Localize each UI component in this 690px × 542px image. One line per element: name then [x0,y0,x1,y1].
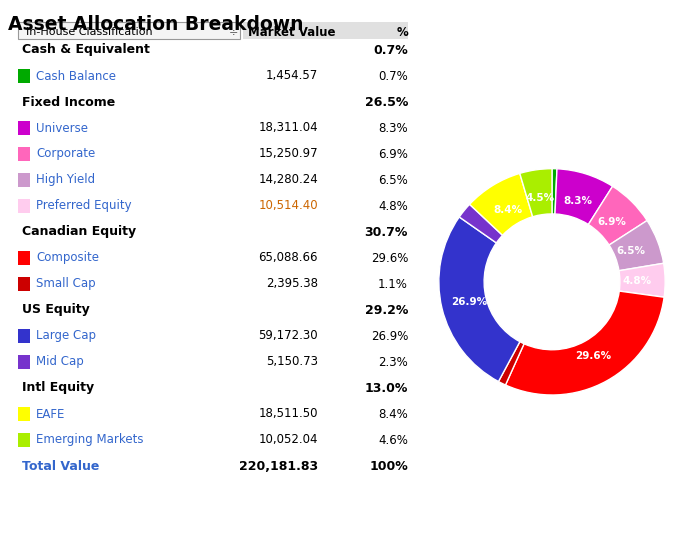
Wedge shape [609,221,664,270]
Text: 15,250.97: 15,250.97 [258,147,318,160]
Text: Cash & Equivalent: Cash & Equivalent [22,43,150,56]
FancyBboxPatch shape [18,251,30,265]
Text: Composite: Composite [36,251,99,264]
Text: Canadian Equity: Canadian Equity [22,225,136,238]
Text: ÷: ÷ [228,27,237,37]
Text: Small Cap: Small Cap [36,278,96,291]
FancyBboxPatch shape [18,433,30,447]
Text: 6.9%: 6.9% [598,217,627,227]
FancyBboxPatch shape [18,173,30,187]
Text: %: % [396,25,408,38]
FancyBboxPatch shape [18,277,30,291]
Text: 18,511.50: 18,511.50 [259,408,318,421]
Wedge shape [460,204,502,243]
Text: 29.2%: 29.2% [364,304,408,317]
Wedge shape [555,169,613,224]
Text: 18,311.04: 18,311.04 [258,121,318,134]
Wedge shape [552,169,557,214]
Text: 1.1%: 1.1% [378,278,408,291]
Text: 4.5%: 4.5% [525,193,554,203]
FancyBboxPatch shape [18,22,240,39]
Text: 26.5%: 26.5% [364,95,408,108]
Text: 8.4%: 8.4% [493,204,522,215]
Text: 220,181.83: 220,181.83 [239,460,318,473]
Text: US Equity: US Equity [22,304,90,317]
Text: 0.7%: 0.7% [373,43,408,56]
Text: 65,088.66: 65,088.66 [259,251,318,264]
Text: 10,514.40: 10,514.40 [258,199,318,212]
Text: Large Cap: Large Cap [36,330,96,343]
Wedge shape [439,217,520,382]
Wedge shape [506,291,664,395]
Text: 2,395.38: 2,395.38 [266,278,318,291]
FancyBboxPatch shape [18,329,30,343]
Text: 5,150.73: 5,150.73 [266,356,318,369]
Text: 6.5%: 6.5% [378,173,408,186]
Text: Total Value: Total Value [22,460,99,473]
Wedge shape [619,263,665,297]
Wedge shape [520,169,552,217]
Text: 6.5%: 6.5% [617,246,646,256]
Text: 1,454.57: 1,454.57 [266,69,318,82]
Text: Market Value: Market Value [248,25,335,38]
Text: 10,052.04: 10,052.04 [259,434,318,447]
Text: 13.0%: 13.0% [364,382,408,395]
Text: 29.6%: 29.6% [371,251,408,264]
Text: 4.8%: 4.8% [378,199,408,212]
Text: 14,280.24: 14,280.24 [258,173,318,186]
Text: Corporate: Corporate [36,147,95,160]
Text: 26.9%: 26.9% [371,330,408,343]
Text: 6.9%: 6.9% [378,147,408,160]
Text: 4.8%: 4.8% [622,276,651,286]
Text: Emerging Markets: Emerging Markets [36,434,144,447]
Text: High Yield: High Yield [36,173,95,186]
Wedge shape [589,186,647,245]
Text: 2.3%: 2.3% [378,356,408,369]
Text: Cash Balance: Cash Balance [36,69,116,82]
FancyBboxPatch shape [18,355,30,369]
Text: 8.3%: 8.3% [378,121,408,134]
Text: 100%: 100% [369,460,408,473]
Text: Universe: Universe [36,121,88,134]
Text: Mid Cap: Mid Cap [36,356,83,369]
Text: 29.6%: 29.6% [575,351,611,361]
Text: Fixed Income: Fixed Income [22,95,115,108]
FancyBboxPatch shape [18,69,30,83]
Wedge shape [470,173,533,235]
FancyBboxPatch shape [18,407,30,421]
Text: 0.7%: 0.7% [378,69,408,82]
FancyBboxPatch shape [18,147,30,161]
FancyBboxPatch shape [18,199,30,213]
Text: In-House Classification: In-House Classification [26,27,152,37]
Text: EAFE: EAFE [36,408,66,421]
Text: 59,172.30: 59,172.30 [258,330,318,343]
Text: 26.9%: 26.9% [451,296,488,307]
Text: 4.6%: 4.6% [378,434,408,447]
Text: Asset Allocation Breakdown: Asset Allocation Breakdown [8,15,304,34]
FancyBboxPatch shape [243,22,408,39]
Wedge shape [498,341,524,385]
Text: 8.4%: 8.4% [378,408,408,421]
Text: 8.3%: 8.3% [563,196,592,206]
Text: 30.7%: 30.7% [364,225,408,238]
Text: Intl Equity: Intl Equity [22,382,94,395]
Text: Preferred Equity: Preferred Equity [36,199,132,212]
FancyBboxPatch shape [18,121,30,135]
